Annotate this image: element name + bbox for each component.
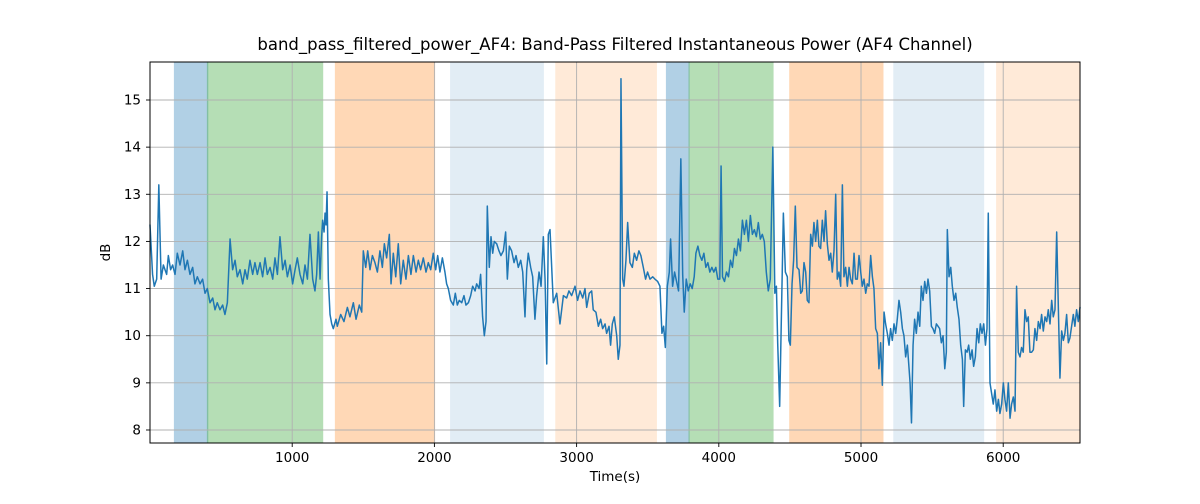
- y-tick-label-10: 10: [124, 328, 141, 344]
- ticks-layer: [146, 99, 1004, 447]
- band-pale_orange: [555, 62, 657, 443]
- y-tick-label-15: 15: [124, 93, 141, 109]
- tick-labels-layer: 1000 2000 3000 4000 5000 6000 8 9 10 11 12 13 14 15: [124, 93, 1021, 467]
- x-tick-label-6000: 6000: [986, 450, 1020, 466]
- band-pale_orange: [996, 62, 1080, 443]
- power-line: [149, 78, 1081, 424]
- condition-bands-layer: [173, 62, 1080, 443]
- band-pale_blue: [450, 62, 544, 443]
- band-orange: [334, 62, 436, 443]
- x-tick-label-1000: 1000: [275, 450, 309, 466]
- y-tick-label-9: 9: [132, 375, 141, 391]
- chart-title: band_pass_filtered_power_AF4: Band-Pass …: [257, 35, 972, 55]
- grid-layer: [150, 62, 1080, 443]
- y-tick-label-13: 13: [124, 187, 141, 203]
- plot-border: [149, 61, 1081, 444]
- x-axis-label: Time(s): [589, 469, 641, 485]
- x-tick-label-4000: 4000: [702, 450, 736, 466]
- band-pale_blue: [893, 62, 985, 443]
- y-tick-label-12: 12: [124, 234, 141, 250]
- band-green: [688, 62, 774, 443]
- y-tick-label-11: 11: [124, 281, 141, 297]
- x-tick-label-3000: 3000: [559, 450, 593, 466]
- y-tick-label-8: 8: [132, 422, 141, 438]
- x-tick-label-2000: 2000: [417, 450, 451, 466]
- band-green: [206, 62, 324, 443]
- y-axis-label: dB: [98, 244, 114, 262]
- y-tick-label-14: 14: [124, 140, 141, 156]
- x-tick-label-5000: 5000: [844, 450, 878, 466]
- band-blue: [173, 62, 209, 443]
- band-blue: [665, 62, 690, 443]
